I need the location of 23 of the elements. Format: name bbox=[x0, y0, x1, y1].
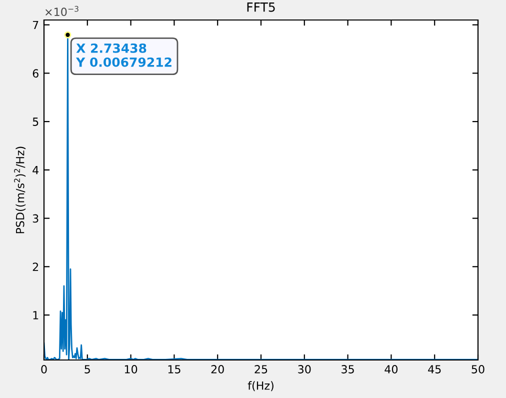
y-tick-label: 3 bbox=[32, 214, 38, 223]
x-tick-label: 45 bbox=[428, 365, 441, 374]
chart-title: FFT5 bbox=[247, 2, 275, 12]
x-tick-label: 25 bbox=[254, 365, 268, 374]
x-axis-title: f(Hz) bbox=[248, 381, 274, 392]
y-tick-label: 4 bbox=[32, 166, 39, 174]
y-tick-label: 6 bbox=[32, 69, 38, 78]
text: ×10$^{−3}$ bbox=[46, 6, 78, 16]
y-tick-label: 5 bbox=[32, 118, 38, 126]
x-tick-label: 20 bbox=[211, 365, 224, 374]
x-tick-label: 40 bbox=[384, 365, 398, 374]
x-tick-label: 0 bbox=[41, 365, 47, 374]
x-tick-label: 5 bbox=[84, 365, 90, 374]
y-axis-title: PSD((m/s$^{2}$)$^{2}$/Hz) bbox=[14, 146, 26, 234]
x-tick-label: 10 bbox=[124, 365, 138, 374]
y-tick-label: 7 bbox=[32, 20, 38, 30]
annotation: X 2.73438 Y 0.00679212 bbox=[76, 43, 172, 67]
x-tick-label: 35 bbox=[342, 365, 354, 374]
x-tick-label: 50 bbox=[472, 365, 484, 374]
x-tick-label: 30 bbox=[298, 365, 311, 374]
x-tick-label: 15 bbox=[168, 365, 180, 374]
y-tick-label: 2 bbox=[32, 262, 38, 271]
y-tick-label: 1 bbox=[33, 311, 38, 320]
